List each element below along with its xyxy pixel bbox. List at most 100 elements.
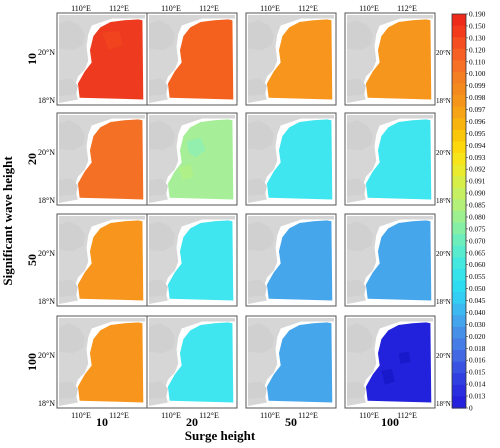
lat-tick-label: 20°N bbox=[38, 48, 55, 57]
lat-tick-label: 18°N bbox=[436, 298, 451, 306]
land-area bbox=[347, 323, 373, 354]
colorbar-swatch bbox=[452, 141, 466, 154]
colorbar-tick-label: 0.075 bbox=[469, 224, 486, 233]
colorbar-swatch bbox=[452, 315, 466, 328]
colorbar-tick-label: 0.015 bbox=[469, 368, 486, 377]
map-panel: 20°N 18°N bbox=[344, 112, 451, 206]
colorbar: 0.190 0.150 0.130 0.120 0.110 0.100 0.099 0.098… bbox=[451, 10, 486, 413]
sea-area bbox=[167, 220, 234, 301]
land-area bbox=[59, 178, 78, 196]
colorbar-swatch bbox=[452, 268, 466, 282]
land-area bbox=[347, 381, 366, 399]
land-area bbox=[248, 78, 267, 96]
colorbar-swatch bbox=[452, 95, 466, 108]
colorbar-tick-label: 0.030 bbox=[469, 320, 486, 329]
colorbar-tick-label: 0.190 bbox=[469, 10, 486, 19]
map-panel: 110°E 112°E 20°N 18°N bbox=[344, 315, 451, 420]
lat-tick-label: 18°N bbox=[436, 400, 451, 408]
lon-tick-label: 112°E bbox=[397, 411, 417, 420]
colorbar-swatch bbox=[452, 187, 466, 201]
colorbar-tick-label: 0.098 bbox=[469, 93, 486, 102]
colorbar-swatch bbox=[452, 176, 466, 189]
map-panel: 110°E 112°E 20°N 18°N bbox=[38, 4, 148, 106]
lat-tick-label: 20°N bbox=[38, 351, 55, 360]
lon-tick-label: 110°E bbox=[71, 411, 91, 420]
colorbar-tick-label: 0.097 bbox=[469, 105, 486, 114]
colorbar-swatch bbox=[452, 384, 466, 398]
column-label: 100 bbox=[381, 415, 399, 429]
colorbar-swatch bbox=[452, 199, 466, 212]
sea-area bbox=[77, 220, 144, 301]
land-area bbox=[248, 120, 274, 151]
map-panel: 110°E 112°E bbox=[245, 4, 337, 106]
land-area bbox=[149, 221, 175, 252]
map-panel bbox=[245, 112, 337, 206]
sea-area bbox=[167, 322, 234, 403]
colorbar-tick-label: 0.013 bbox=[469, 392, 486, 401]
row-labels: 10 20 50 100 bbox=[25, 53, 39, 371]
colorbar-tick-label: 0.100 bbox=[469, 69, 486, 78]
row-label: 100 bbox=[25, 353, 39, 371]
lat-tick-label: 18°N bbox=[38, 96, 55, 105]
lon-tick-label: 110°E bbox=[161, 411, 181, 420]
lon-tick-label: 112°E bbox=[298, 4, 318, 13]
column-label: 10 bbox=[96, 415, 108, 429]
colorbar-swatch bbox=[452, 326, 466, 340]
map-panel: 20°N 18°N bbox=[344, 213, 451, 307]
sea-area bbox=[266, 119, 333, 200]
colorbar-swatch bbox=[452, 164, 466, 177]
lon-tick-label: 110°E bbox=[161, 4, 181, 13]
colorbar-swatch bbox=[452, 71, 466, 85]
sea-area bbox=[77, 322, 144, 403]
sea-area bbox=[77, 119, 144, 200]
land-area bbox=[347, 78, 366, 96]
colorbar-swatch bbox=[452, 361, 466, 374]
colorbar-swatch bbox=[452, 211, 466, 224]
map-panel bbox=[146, 213, 238, 307]
land-area bbox=[248, 381, 267, 399]
land-area bbox=[149, 381, 168, 399]
colorbar-swatch bbox=[452, 222, 466, 235]
sea-area bbox=[77, 19, 144, 100]
lat-tick-label: 18°N bbox=[38, 399, 55, 408]
land-area bbox=[248, 323, 274, 354]
colorbar-swatch bbox=[452, 37, 466, 50]
land-area bbox=[149, 20, 175, 51]
row-label: 50 bbox=[25, 254, 39, 266]
land-area bbox=[347, 120, 373, 151]
colorbar-swatch bbox=[452, 118, 466, 131]
sea-area bbox=[365, 19, 432, 100]
lat-tick-label: 20°N bbox=[436, 352, 451, 360]
colorbar-tick-label: 0 bbox=[469, 404, 473, 413]
sea-area bbox=[266, 322, 333, 403]
land-area bbox=[248, 20, 274, 51]
colorbar-tick-label: 0.085 bbox=[469, 201, 486, 210]
land-area bbox=[347, 221, 373, 252]
colorbar-tick-label: 0.096 bbox=[469, 117, 486, 126]
map-panel bbox=[146, 112, 238, 206]
colorbar-swatch bbox=[452, 245, 466, 258]
land-area bbox=[347, 279, 366, 297]
colorbar-swatch bbox=[452, 60, 466, 73]
land-area bbox=[347, 178, 366, 196]
map-panel bbox=[245, 213, 337, 307]
colorbar-tick-label: 0.070 bbox=[469, 236, 486, 245]
lon-tick-label: 110°E bbox=[71, 4, 91, 13]
lon-tick-label: 112°E bbox=[109, 411, 129, 420]
sea-area bbox=[266, 220, 333, 301]
lat-tick-label: 20°N bbox=[436, 49, 451, 57]
row-label: 20 bbox=[25, 153, 39, 165]
lon-tick-label: 112°E bbox=[397, 4, 417, 13]
lon-tick-label: 112°E bbox=[199, 4, 219, 13]
map-panel: 110°E 112°E 20°N 18°N bbox=[344, 4, 451, 106]
colorbar-tick-label: 0.094 bbox=[469, 141, 486, 150]
colorbar-swatch bbox=[452, 338, 466, 351]
sea-area bbox=[266, 19, 333, 100]
y-axis-label: Significant wave height bbox=[0, 156, 15, 286]
sea-area bbox=[365, 322, 432, 403]
lat-tick-label: 20°N bbox=[436, 149, 451, 157]
land-area bbox=[59, 323, 85, 354]
land-area bbox=[59, 221, 85, 252]
